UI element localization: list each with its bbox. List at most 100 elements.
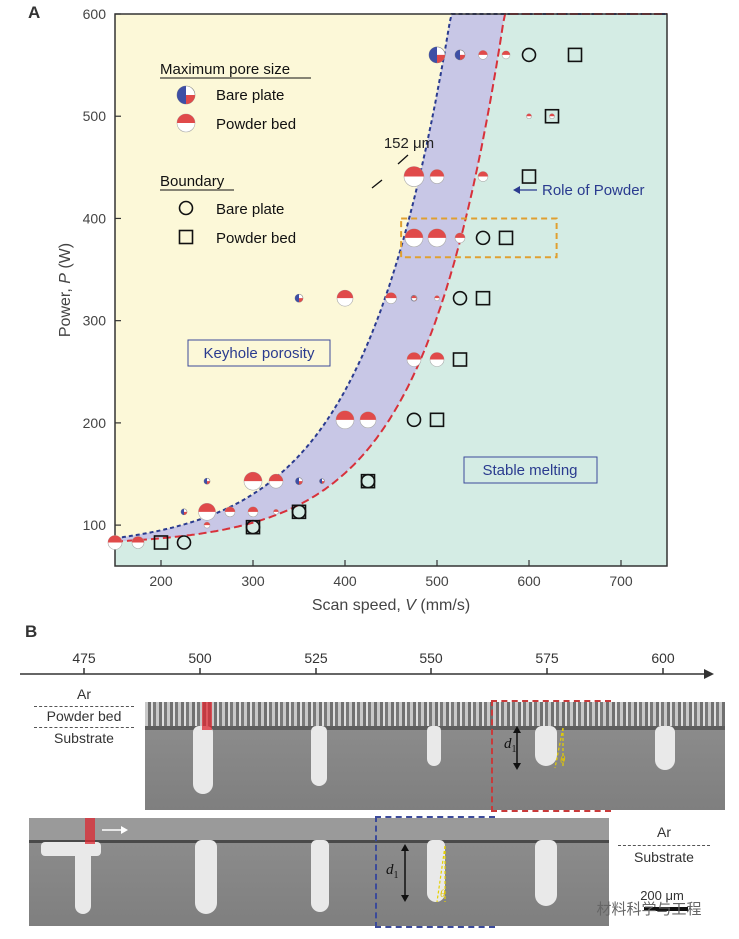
scan-direction-arrow	[102, 826, 128, 834]
pore-marker-powder	[526, 113, 532, 120]
highlight-box	[400, 217, 558, 259]
y-axis-label: Power, P (W)	[57, 243, 74, 337]
boundary-marker-bare	[176, 535, 192, 550]
boundary-marker-powder	[567, 47, 583, 63]
y-tick-label: 300	[83, 313, 107, 329]
pore-marker-bare	[203, 477, 211, 485]
d1-arrow-powder	[513, 726, 564, 770]
legend: Maximum pore size Bare plate Powder bed Bou…	[160, 61, 311, 247]
xray-image-bare-500	[145, 818, 261, 926]
plot-frame	[114, 13, 668, 567]
pore-marker-powder	[385, 292, 397, 304]
panel-a-label: A	[28, 3, 41, 22]
y-tick-label: 400	[83, 210, 107, 226]
xray-image-bare-475	[29, 818, 145, 926]
pore-marker-powder	[404, 228, 424, 248]
pore-marker-powder	[478, 50, 488, 60]
pore-marker-powder	[406, 352, 422, 367]
keyhole-region	[115, 14, 667, 539]
boundary-marker-bare	[452, 290, 468, 306]
keyhole-label: Keyhole porosity	[204, 345, 315, 362]
stack-divider	[34, 727, 134, 728]
scalebar-label: 200 μm	[640, 888, 684, 903]
stable-label-box	[463, 456, 598, 484]
boundary-marker-powder	[544, 108, 560, 124]
pore-marker-bare	[295, 477, 303, 485]
xray-image-bare-525	[261, 818, 377, 926]
y-tick-label: 100	[83, 517, 107, 533]
xray-image-powder-575	[493, 702, 609, 810]
size-annotation: 152 μm	[384, 135, 434, 152]
d1-arrow-bare	[401, 844, 446, 903]
x-tick-label: 700	[609, 573, 633, 589]
d1-label-powder: d1	[504, 736, 517, 755]
speed-label-475: 475	[72, 650, 96, 666]
pore-marker-powder	[203, 521, 211, 529]
stack-divider	[34, 706, 134, 707]
stack-label-ar: Ar	[77, 686, 91, 702]
pore-marker-powder	[335, 410, 355, 430]
xray-image-powder-550	[377, 702, 493, 810]
pore-marker-powder	[501, 50, 511, 60]
legend-boundary-circle	[178, 200, 194, 216]
watermark: 材料科学与工程	[596, 901, 702, 918]
x-tick-label: 300	[241, 573, 265, 589]
keyhole-label-box	[187, 339, 331, 367]
pore-marker-powder	[198, 503, 216, 521]
speed-axis-arrowhead	[704, 669, 714, 679]
stack-label-powder-bed: Powder bed	[46, 708, 122, 724]
boundary-marker-powder	[475, 290, 491, 306]
pore-marker-powder	[273, 509, 279, 515]
xray-image-bare-550	[377, 818, 493, 926]
legend-boundary-bare: Bare plate	[216, 201, 284, 218]
bare-label-ar: Ar	[657, 824, 671, 840]
scalebar	[644, 907, 688, 911]
boundary-marker-powder	[153, 535, 169, 550]
boundary-marker-powder	[245, 519, 261, 535]
annotations: Keyhole porosity Stable melting Role of Po…	[187, 135, 645, 484]
boundary-marker-powder	[360, 473, 376, 489]
legend-pore-powder: Powder bed	[216, 116, 296, 133]
size-arrow	[397, 154, 409, 165]
boundary-marker-powder	[429, 412, 445, 428]
legend-boundary-powder: Powder bed	[216, 230, 296, 247]
marks	[107, 46, 583, 550]
legend-pore-title: Maximum pore size	[160, 61, 290, 78]
pore-marker-powder	[359, 411, 377, 429]
panel-b: B 475 500 525 550 575 600 Ar Powder bed …	[0, 618, 739, 939]
x-tick-label: 400	[333, 573, 357, 589]
pore-marker-powder	[429, 352, 445, 367]
xray-image-powder-525	[261, 702, 377, 810]
speed-label-525: 525	[304, 650, 328, 666]
pore-marker-bare	[428, 46, 446, 64]
pore-marker-powder	[549, 113, 555, 120]
role-of-powder-label: Role of Powder	[542, 182, 645, 199]
chart-a: 200 300 400 500 600 700 100 200 300 400 500 600 Scan…	[57, 6, 668, 614]
axes: 200 300 400 500 600 700 100 200 300 400 500 600 Scan…	[57, 6, 668, 614]
pore-marker-powder	[336, 289, 354, 307]
theta-label-bare: θ	[440, 888, 446, 900]
pore-marker-powder	[268, 473, 284, 489]
pore-marker-bare	[319, 478, 325, 484]
xray-image-bare-575	[493, 818, 609, 926]
pore-marker-powder	[429, 169, 445, 184]
speed-label-600: 600	[651, 650, 675, 666]
pore-marker-powder	[247, 506, 259, 518]
boundary-marker-powder	[498, 230, 514, 246]
boundary-marker-bare	[406, 412, 422, 428]
speed-label-575: 575	[535, 650, 559, 666]
pore-marker-bare	[180, 508, 188, 516]
x-axis-label: Scan speed, V (mm/s)	[312, 597, 470, 614]
theta-label-powder: θ	[560, 754, 566, 766]
xray-image-powder-500	[145, 702, 261, 810]
panel-b-label: B	[25, 622, 38, 641]
size-arrow	[371, 179, 383, 189]
x-tick-label: 500	[425, 573, 449, 589]
y-tick-label: 200	[83, 415, 107, 431]
pore-marker-powder	[224, 506, 236, 518]
role-arrowhead	[513, 186, 520, 194]
pore-marker-powder	[427, 228, 447, 248]
pore-marker-bare	[454, 49, 466, 61]
legend-pore-bare: Bare plate	[216, 87, 284, 104]
y-tick-label: 500	[83, 108, 107, 124]
